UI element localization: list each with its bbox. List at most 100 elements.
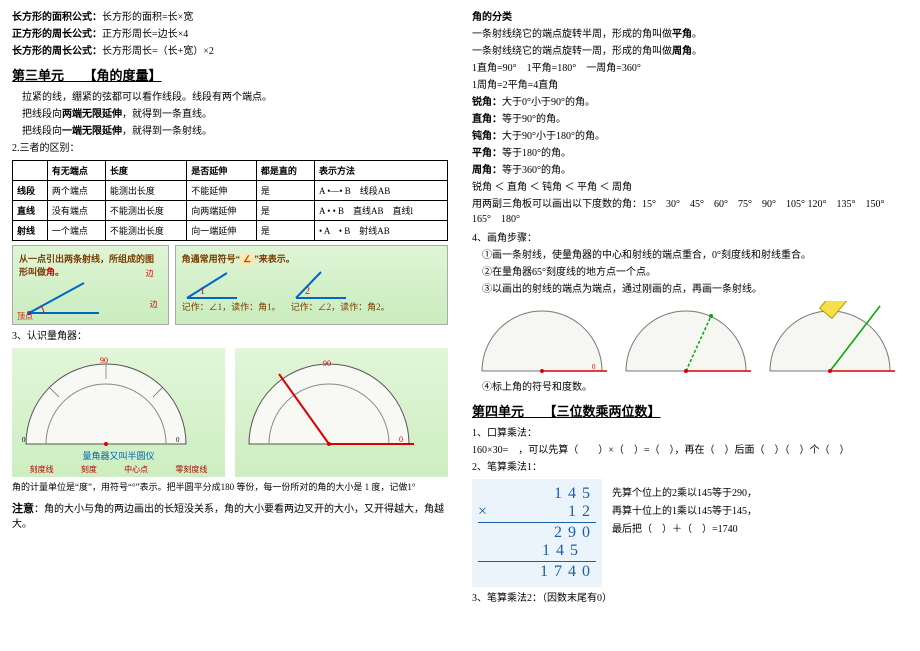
angle-symbol-icon: ∠ [240,253,254,266]
calc-text-line: 最后把（ ）＋（ ）=1740 [612,521,757,539]
protractor-icon [616,301,756,376]
r-line: 一条射线绕它的端点旋转一周，形成的角叫做周角。 [472,44,908,59]
calc-rule [478,561,596,562]
table-row: 直线没有端点不能测出长度向两端延伸是A • • B 直线AB 直线l [13,201,448,221]
unit4-heading: 第四单元 【三位数乘两位数】 [472,401,908,420]
txt: ，就得到一条射线。 [122,126,212,137]
body-text: 把线段向两端无限延伸，就得到一条直线。 [12,107,448,122]
t: 等于180°的角。 [502,148,571,159]
prot-labels: 刻度线 刻度 中心点 零刻度线 [16,464,221,475]
prot-title: 量角器又叫半圆仪 [16,449,221,462]
r-line: 钝角：大于90°小于180°的角。 [472,129,908,144]
n: 12 [568,503,596,521]
txt: ，就得到一条直线。 [122,109,212,120]
diff-label: 2.三者的区别： [12,141,448,156]
t: 角 [46,267,55,277]
td: 是 [256,221,314,241]
t: 锐角： [472,97,502,108]
t: 大于90°小于180°的角。 [502,131,605,142]
protractor-measure: 90 0 [235,348,448,477]
td: 不能测出长度 [105,201,186,221]
calc-row: 290 [478,524,596,542]
td: 两个端点 [47,181,105,201]
lbl: 刻度线 [30,464,54,475]
degree-text: 角的计量单位是“度”，用符号“°”表示。把半圆平分成180 等份，每一份所对的角… [12,481,448,495]
td: 一个端点 [47,221,105,241]
th: 长度 [105,161,186,181]
side-label: 边 [146,268,154,279]
r-line: 1直角=90° 1平角=180° 一周角=360° [472,61,908,76]
note-body: ：角的大小与角的两边画出的长短没关系，角的大小要看两边叉开的大小，又开得越大，角… [12,504,444,531]
td: • A • B 射线AB [314,221,447,241]
svg-text:0: 0 [592,363,596,371]
body-text: 把线段向一端无限延伸，就得到一条射线。 [12,124,448,139]
calc-row: 1740 [478,563,596,581]
td: 不能延伸 [187,181,257,201]
r-line: 一条射线绕它的端点旋转半周，形成的角叫做平角。 [472,27,908,42]
t: 直角： [472,114,502,125]
t: 平角 [672,29,692,40]
calc-explain: 先算个位上的2乘以145等于290， 再算十位上的1乘以145等于145， 最后… [602,479,767,587]
oral-title: 1、口算乘法： [472,426,908,441]
th: 表示方法 [314,161,447,181]
td: 射线 [13,221,48,241]
calc-text-line: 先算个位上的2乘以145等于290， [612,485,757,503]
angle-symbol-text: 角通常用符号“∠”来表示。 [182,252,441,266]
t: 角通常用符号“ [182,254,241,264]
t: 大于0°小于90°的角。 [502,97,595,108]
td: 不能测出长度 [105,221,186,241]
note-label: 注意 [12,503,34,515]
angle-symbol-box: 角通常用符号“∠”来表示。 1 记作：∠1，读作：角1。 2 记作：∠2，读作：… [175,245,448,325]
txt: 把线段向 [22,109,62,120]
t: ”来表示。 [254,254,295,264]
td: 向两端延伸 [187,201,257,221]
note-line: 注意：角的大小与角的两边画出的长短没关系，角的大小要看两边叉开的大小，又开得越大… [12,501,448,533]
th: 有无端点 [47,161,105,181]
r-line: 1周角=2平角=4直角 [472,78,908,93]
calc-text-line: 再算十位上的1乘以145等于145， [612,503,757,521]
calc-box: 145 ×12 290 145 1740 先算个位上的2乘以145等于290， … [472,479,908,587]
r-line: 直角：等于90°的角。 [472,112,908,127]
calc-row: ×12 [478,503,596,521]
oral-text: 160×30= ，可以先算（ ）×（ ）=（ ），再在（ ）后面（ ）（ ）个（… [472,443,908,458]
pen-title: 2、笔算乘法1： [472,460,908,475]
r-line: 周角：等于360°的角。 [472,163,908,178]
formula-label: 长方形的周长公式： [12,46,102,57]
td: 能测出长度 [105,181,186,201]
svg-text:2: 2 [305,286,310,297]
right-column: 角的分类 一条射线绕它的端点旋转半周，形成的角叫做平角。 一条射线绕它的端点旋转… [460,0,920,651]
td: 线段 [13,181,48,201]
formula-body: 长方形的面积=长×宽 [102,12,193,23]
td: 没有端点 [47,201,105,221]
t: 周角： [472,165,502,176]
svg-text:0: 0 [399,435,403,444]
r-line: 平角：等于180°的角。 [472,146,908,161]
angle-example: 1 记作：∠1，读作：角1。 [182,270,281,313]
formula-line: 正方形的周长公式：正方形周长=边长×4 [12,27,448,42]
svg-text:90: 90 [323,359,331,368]
txt-bold: 两端无限延伸 [62,109,122,120]
table-row: 有无端点 长度 是否延伸 都是直的 表示方法 [13,161,448,181]
protractor-ruler-icon [760,301,900,376]
formula-label: 长方形的面积公式： [12,12,102,23]
know-protractor: 3、认识量角器： [12,329,448,344]
table-row: 射线一个端点不能测出长度向一端延伸是• A • B 射线AB [13,221,448,241]
protractor-icon: 90 00 [16,354,196,449]
left-column: 长方形的面积公式：长方形的面积=长×宽 正方形的周长公式：正方形周长=边长×4 … [0,0,460,651]
svg-text:1: 1 [200,286,205,297]
calc-row: 145 [478,485,596,503]
rec-text: 记作：∠1，读作：角1。 [182,300,281,313]
pen2-title: 3、笔算乘法2：（因数末尾有0） [472,591,908,606]
txt: 把线段向 [22,126,62,137]
td: A •—• B 线段AB [314,181,447,201]
draw-title: 4、画角步骤： [472,231,908,246]
t: 等于90°的角。 [502,114,566,125]
th [13,161,48,181]
r-line: 用两副三角板可以画出以下度数的角：15° 30° 45° 60° 75° 90°… [472,197,908,227]
rec-text: 记作：∠2，读作：角2。 [291,300,390,313]
body-text: 拉紧的线，绷紧的弦都可以看作线段。线段有两个端点。 [12,90,448,105]
angle-example: 2 记作：∠2，读作：角2。 [291,270,390,313]
t: 平角： [472,148,502,159]
lbl: 零刻度线 [175,464,207,475]
protractor-labeled: 90 00 量角器又叫半圆仪 刻度线 刻度 中心点 零刻度线 [12,348,225,477]
